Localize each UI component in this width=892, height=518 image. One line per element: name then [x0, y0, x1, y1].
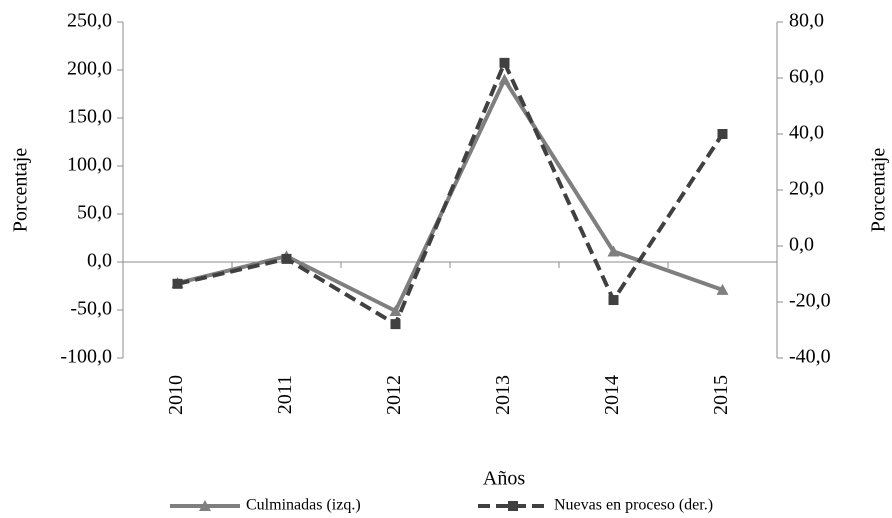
- y-tick-label: 0,0: [87, 250, 112, 272]
- legend-marker: [199, 500, 211, 511]
- y-tick-label: 50,0: [77, 202, 112, 224]
- y2-tick-label: 0,0: [789, 234, 814, 256]
- y-tick-label: 100,0: [67, 154, 112, 176]
- x-tick-label: 2010: [165, 375, 187, 415]
- series-line: [177, 60, 725, 327]
- y2-tick-label: 20,0: [789, 178, 824, 200]
- x-tick-label: 2011: [274, 375, 296, 414]
- y-tick-label: 150,0: [67, 106, 112, 128]
- legend-label: Nuevas en proceso (der.): [554, 497, 713, 514]
- y-tick-label: 250,0: [67, 10, 112, 32]
- y2-tick-label: -20,0: [789, 290, 831, 312]
- y-axis-title: Porcentaje: [10, 148, 32, 233]
- x-tick-label: 2014: [601, 375, 623, 415]
- marker: [716, 283, 729, 295]
- y2-axis-title: Porcentaje: [868, 148, 890, 233]
- y-tick-label: 200,0: [67, 58, 112, 80]
- x-tick-label: 2015: [710, 375, 732, 415]
- y2-tick-label: 80,0: [789, 10, 824, 32]
- legend-marker: [508, 501, 518, 511]
- marker: [608, 295, 619, 306]
- y-tick-label: -50,0: [70, 298, 112, 320]
- y-tick-label: -100,0: [60, 346, 112, 368]
- marker: [389, 304, 402, 316]
- marker: [499, 57, 510, 68]
- marker: [172, 278, 183, 289]
- marker: [281, 253, 292, 264]
- y2-tick-label: 60,0: [789, 66, 824, 88]
- x-tick-label: 2012: [383, 375, 405, 415]
- x-axis-title: Años: [483, 468, 525, 490]
- marker: [607, 245, 620, 257]
- marker: [717, 129, 728, 139]
- y2-tick-label: -40,0: [789, 346, 831, 368]
- x-tick-label: 2013: [492, 375, 514, 415]
- y2-tick-label: 40,0: [789, 122, 824, 144]
- legend-label: Culminadas (izq.): [246, 497, 361, 514]
- marker: [390, 319, 401, 330]
- marker: [498, 73, 511, 85]
